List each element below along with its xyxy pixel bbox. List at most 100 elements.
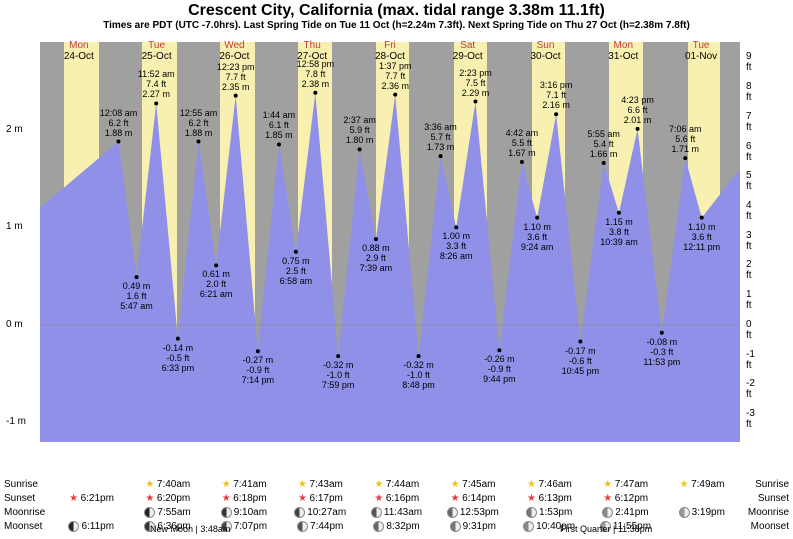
sun-icon: ★: [603, 479, 613, 489]
y-tick-right: 7 ft: [746, 111, 752, 133]
footer-row-moonrise: Moonrise 7:55am9:10am10:27am11:43am12:53p…: [0, 505, 793, 519]
moon-icon: [602, 507, 613, 518]
footer-cell: 7:55am: [129, 507, 205, 518]
footer-row-label: Moonset: [740, 521, 793, 532]
sun-icon: ★: [450, 479, 460, 489]
footer-cell: ★6:12pm: [587, 493, 663, 504]
date-header: Wed26-Oct: [196, 40, 274, 62]
moon-icon: [450, 521, 461, 532]
footer-row-label: Sunset: [740, 493, 793, 504]
y-tick-right: 5 ft: [746, 170, 752, 192]
moon-icon: [526, 507, 537, 518]
tide-chart: Crescent City, California (max. tidal ra…: [0, 0, 793, 539]
sunset-icon: ★: [450, 493, 460, 503]
moon-icon: [523, 521, 534, 532]
footer-cell: ★6:21pm: [53, 493, 129, 504]
sun-icon: ★: [221, 479, 231, 489]
footer-cell: 12:53pm: [435, 507, 511, 518]
footer-cell: 7:44pm: [282, 521, 358, 532]
moon-icon: [679, 507, 690, 518]
y-tick-right: 6 ft: [746, 141, 752, 163]
date-header: Sat29-Oct: [429, 40, 507, 62]
moon-icon: [297, 521, 308, 532]
tide-curve: [40, 42, 740, 442]
sunset-icon: ★: [526, 493, 536, 503]
footer-cell: 1:53pm: [511, 507, 587, 518]
moon-icon: [447, 507, 458, 518]
sun-icon: ★: [298, 479, 308, 489]
footer-cell: 9:31pm: [435, 521, 511, 532]
sunset-icon: ★: [374, 493, 384, 503]
footer-cell: 9:10am: [206, 507, 282, 518]
y-tick-right: 9 ft: [746, 51, 752, 73]
moon-icon: [373, 521, 384, 532]
footer-cell: 2:41pm: [587, 507, 663, 518]
footer-row-label: Sunset: [0, 493, 53, 504]
footer-row-sunrise: Sunrise★7:40am★7:41am★7:43am★7:44am★7:45…: [0, 477, 793, 491]
moon-icon: [371, 507, 382, 518]
footer-row-label: Moonrise: [0, 507, 53, 518]
footer-cell: 6:11pm: [53, 521, 129, 532]
footer-row-label: Sunrise: [0, 479, 53, 490]
footer-cell: ★6:14pm: [435, 493, 511, 504]
footer-cell: ★7:45am: [435, 479, 511, 490]
footer-row-label: Sunrise: [740, 479, 793, 490]
footer-cell: 3:19pm: [664, 507, 740, 518]
y-tick-left: -1 m: [6, 416, 26, 427]
date-header: Mon31-Oct: [584, 40, 662, 62]
sun-icon: ★: [374, 479, 384, 489]
footer-cell: ★7:46am: [511, 479, 587, 490]
y-tick-right: -1 ft: [746, 349, 755, 371]
footer-cell: ★6:20pm: [129, 493, 205, 504]
y-tick-right: 0 ft: [746, 319, 752, 341]
sunset-icon: ★: [298, 493, 308, 503]
sunset-icon: ★: [145, 493, 155, 503]
date-header: Thu27-Oct: [273, 40, 351, 62]
footer-cell: ★6:18pm: [206, 493, 282, 504]
sun-icon: ★: [526, 479, 536, 489]
y-tick-right: -3 ft: [746, 408, 755, 430]
y-tick-left: 2 m: [6, 124, 23, 135]
moon-icon: [68, 521, 79, 532]
y-tick-right: 3 ft: [746, 230, 752, 252]
footer-cell: 8:32pm: [358, 521, 434, 532]
footer-cell: ★7:49am: [664, 479, 740, 490]
footer-cell: ★6:13pm: [511, 493, 587, 504]
y-tick-right: 4 ft: [746, 200, 752, 222]
sunset-icon: ★: [603, 493, 613, 503]
sun-icon: ★: [679, 479, 689, 489]
footer-cell: ★7:47am: [587, 479, 663, 490]
date-header: Fri28-Oct: [351, 40, 429, 62]
footer-cell: ★7:44am: [358, 479, 434, 490]
y-tick-right: 1 ft: [746, 289, 752, 311]
y-tick-left: 1 m: [6, 221, 23, 232]
footer-cell: ★7:41am: [206, 479, 282, 490]
footer-cell: ★7:43am: [282, 479, 358, 490]
footer-cell: ★6:16pm: [358, 493, 434, 504]
footer-cell: 10:27am: [282, 507, 358, 518]
sunset-icon: ★: [69, 493, 79, 503]
date-header: Sun30-Oct: [507, 40, 585, 62]
footer-cell: 11:43am: [358, 507, 434, 518]
footer-row-label: Moonset: [0, 521, 53, 532]
moon-icon: [144, 507, 155, 518]
sun-moon-table: Sunrise★7:40am★7:41am★7:43am★7:44am★7:45…: [0, 477, 793, 533]
footer-row-label: Moonrise: [740, 507, 793, 518]
plot-area: Mon24-OctTue25-OctWed26-OctThu27-OctFri2…: [40, 42, 740, 442]
chart-subtitle: Times are PDT (UTC -7.0hrs). Last Spring…: [0, 20, 793, 33]
moon-icon: [221, 507, 232, 518]
footer-cell: ★6:17pm: [282, 493, 358, 504]
moon-icon: [294, 507, 305, 518]
date-header: Tue25-Oct: [118, 40, 196, 62]
sun-icon: ★: [145, 479, 155, 489]
moon-phase-note: New Moon | 3:48am: [150, 524, 230, 534]
footer-row-sunset: Sunset★6:21pm★6:20pm★6:18pm★6:17pm★6:16p…: [0, 491, 793, 505]
y-tick-right: -2 ft: [746, 378, 755, 400]
date-header: Tue01-Nov: [662, 40, 740, 62]
y-tick-right: 2 ft: [746, 259, 752, 281]
date-header: Mon24-Oct: [40, 40, 118, 62]
chart-title: Crescent City, California (max. tidal ra…: [0, 0, 793, 20]
y-tick-left: 0 m: [6, 319, 23, 330]
y-tick-right: 8 ft: [746, 81, 752, 103]
sunset-icon: ★: [221, 493, 231, 503]
